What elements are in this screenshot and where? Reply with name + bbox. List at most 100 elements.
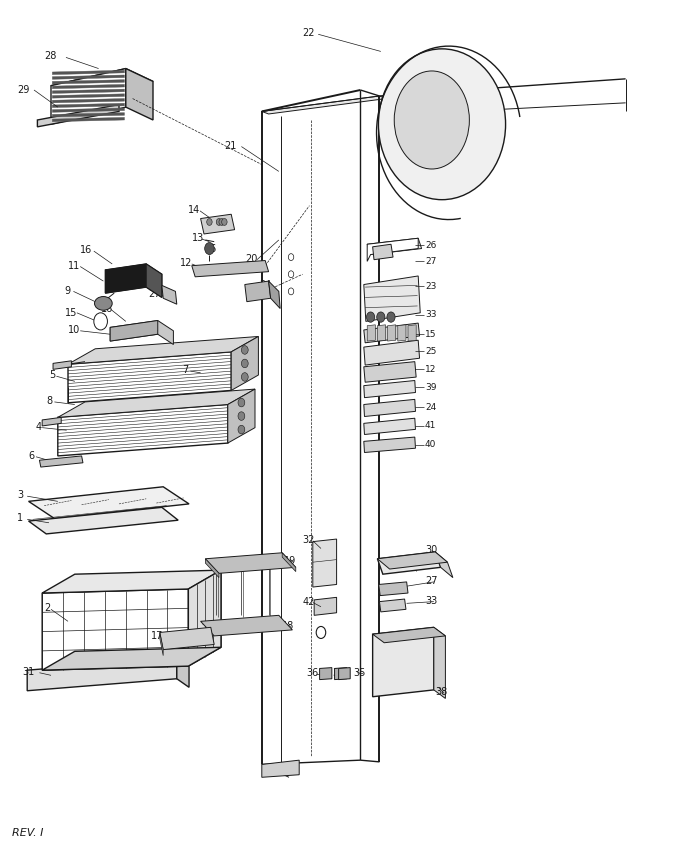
- Polygon shape: [205, 553, 296, 573]
- Polygon shape: [379, 599, 406, 612]
- Text: 15: 15: [425, 330, 437, 339]
- Polygon shape: [364, 362, 416, 382]
- Text: 18: 18: [282, 620, 294, 631]
- Circle shape: [241, 345, 248, 354]
- Text: 28: 28: [44, 51, 56, 61]
- Polygon shape: [27, 658, 177, 691]
- Ellipse shape: [394, 71, 469, 169]
- Text: REV. I: REV. I: [12, 828, 44, 838]
- Polygon shape: [364, 418, 415, 434]
- Circle shape: [216, 219, 222, 225]
- Circle shape: [238, 399, 245, 407]
- Text: 31: 31: [22, 667, 35, 677]
- Circle shape: [377, 312, 385, 322]
- Polygon shape: [42, 570, 221, 593]
- Polygon shape: [39, 456, 83, 467]
- Text: 34: 34: [260, 279, 272, 290]
- Text: 38: 38: [435, 687, 447, 698]
- Text: 5: 5: [50, 370, 56, 381]
- Polygon shape: [228, 389, 255, 443]
- Text: 27: 27: [148, 289, 160, 299]
- Polygon shape: [146, 264, 162, 297]
- Text: 41: 41: [425, 422, 437, 430]
- Circle shape: [288, 288, 294, 295]
- Polygon shape: [160, 627, 214, 650]
- Text: 33: 33: [425, 310, 437, 319]
- Polygon shape: [42, 647, 221, 670]
- Ellipse shape: [378, 49, 506, 200]
- Polygon shape: [58, 389, 255, 417]
- Polygon shape: [53, 361, 71, 369]
- Polygon shape: [37, 105, 119, 127]
- Text: 13: 13: [192, 233, 204, 243]
- Text: 7: 7: [182, 365, 188, 375]
- Circle shape: [288, 271, 294, 278]
- Polygon shape: [110, 321, 158, 341]
- Polygon shape: [388, 325, 396, 341]
- Text: 23: 23: [425, 282, 437, 291]
- Polygon shape: [201, 214, 235, 234]
- Text: 9: 9: [65, 286, 71, 297]
- Circle shape: [241, 373, 248, 381]
- Polygon shape: [52, 104, 124, 108]
- Polygon shape: [177, 658, 189, 687]
- Text: 4: 4: [35, 422, 41, 432]
- Text: 15: 15: [65, 308, 77, 318]
- Polygon shape: [373, 627, 445, 643]
- Polygon shape: [367, 325, 375, 341]
- Polygon shape: [29, 507, 178, 534]
- Text: 26: 26: [425, 241, 437, 249]
- Polygon shape: [52, 85, 124, 89]
- Text: 2: 2: [44, 603, 50, 614]
- Text: 1: 1: [17, 513, 23, 524]
- Polygon shape: [52, 89, 124, 93]
- Polygon shape: [110, 321, 173, 345]
- Text: 40: 40: [425, 440, 437, 449]
- Polygon shape: [313, 539, 337, 587]
- Polygon shape: [364, 399, 415, 417]
- Polygon shape: [373, 244, 393, 260]
- Text: 14: 14: [188, 205, 201, 215]
- Text: 17: 17: [151, 631, 163, 641]
- Polygon shape: [435, 552, 453, 578]
- Polygon shape: [205, 559, 219, 578]
- Polygon shape: [314, 597, 337, 615]
- Text: 37: 37: [332, 668, 344, 678]
- Polygon shape: [231, 337, 258, 391]
- Polygon shape: [52, 113, 124, 117]
- Polygon shape: [58, 405, 228, 456]
- Text: 32: 32: [303, 535, 315, 545]
- Text: 27: 27: [425, 257, 437, 266]
- Polygon shape: [367, 238, 422, 255]
- Circle shape: [219, 219, 224, 225]
- Polygon shape: [364, 276, 420, 321]
- Text: 24: 24: [425, 403, 437, 411]
- Polygon shape: [51, 69, 153, 99]
- Ellipse shape: [95, 297, 112, 310]
- Polygon shape: [29, 487, 189, 518]
- Polygon shape: [335, 668, 347, 680]
- Text: 10: 10: [68, 325, 80, 335]
- Polygon shape: [398, 325, 406, 341]
- Polygon shape: [364, 381, 415, 398]
- Polygon shape: [68, 352, 231, 403]
- Text: 33: 33: [425, 596, 437, 606]
- Polygon shape: [282, 553, 296, 572]
- Text: 35: 35: [354, 668, 366, 678]
- Polygon shape: [52, 70, 124, 75]
- Polygon shape: [320, 668, 332, 680]
- Polygon shape: [434, 627, 445, 698]
- Text: 22: 22: [303, 27, 315, 38]
- Text: 8: 8: [46, 396, 52, 406]
- Polygon shape: [51, 69, 126, 124]
- Text: 25: 25: [425, 347, 437, 356]
- Text: 16: 16: [80, 245, 92, 255]
- Circle shape: [387, 312, 395, 322]
- Polygon shape: [379, 582, 408, 596]
- Circle shape: [94, 313, 107, 330]
- Polygon shape: [364, 340, 420, 365]
- Text: 36: 36: [306, 668, 318, 678]
- Text: 16: 16: [205, 243, 218, 254]
- Polygon shape: [162, 285, 177, 304]
- Polygon shape: [377, 325, 386, 341]
